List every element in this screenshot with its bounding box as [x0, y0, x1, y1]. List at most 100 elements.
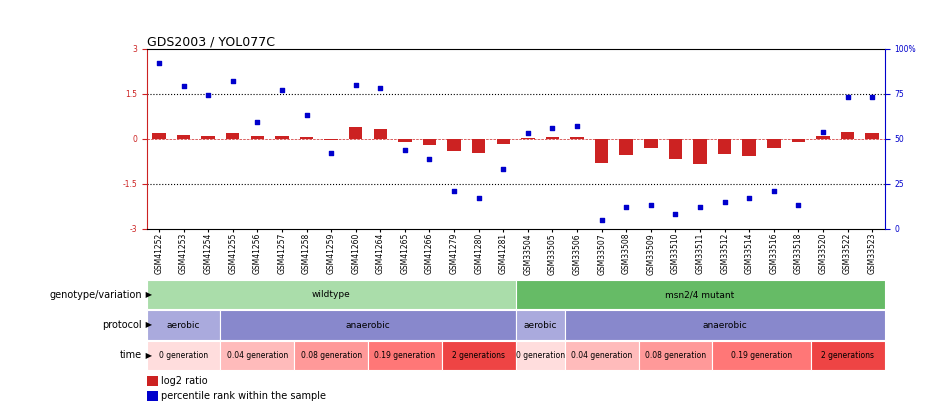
Text: 0.04 generation: 0.04 generation: [227, 351, 288, 360]
Point: [569, 123, 585, 129]
Point: [717, 198, 732, 205]
Bar: [521, 138, 534, 139]
Bar: [516, 310, 565, 339]
Bar: [816, 136, 830, 139]
Bar: [516, 280, 885, 309]
Point: [397, 146, 412, 153]
Point: [151, 60, 166, 66]
Text: anaerobic: anaerobic: [345, 320, 391, 330]
Point: [201, 92, 216, 99]
Bar: [595, 139, 608, 163]
Text: time: time: [120, 350, 142, 360]
Bar: [516, 341, 565, 370]
Point: [815, 128, 831, 135]
Bar: [669, 139, 682, 159]
Bar: [767, 139, 780, 148]
Point: [274, 87, 289, 93]
Text: ▶: ▶: [143, 320, 152, 330]
Bar: [300, 136, 313, 139]
Bar: [644, 139, 657, 148]
Text: log2 ratio: log2 ratio: [162, 376, 208, 386]
Point: [545, 125, 560, 131]
Bar: [220, 341, 294, 370]
Text: 0.04 generation: 0.04 generation: [571, 351, 632, 360]
Bar: [693, 139, 707, 164]
Point: [176, 83, 191, 90]
Bar: [349, 127, 362, 139]
Bar: [743, 139, 756, 156]
Text: protocol: protocol: [102, 320, 142, 330]
Point: [766, 188, 781, 194]
Bar: [147, 341, 220, 370]
Bar: [294, 341, 368, 370]
Point: [225, 78, 240, 84]
Point: [594, 217, 609, 223]
Text: 0.08 generation: 0.08 generation: [645, 351, 706, 360]
Text: aerobic: aerobic: [523, 320, 557, 330]
Text: msn2/4 mutant: msn2/4 mutant: [665, 290, 735, 299]
Point: [373, 85, 388, 92]
Point: [791, 202, 806, 209]
Bar: [546, 136, 559, 139]
Text: 2 generations: 2 generations: [452, 351, 505, 360]
Text: ▶: ▶: [143, 351, 152, 360]
Text: ▶: ▶: [143, 290, 152, 299]
Bar: [565, 341, 639, 370]
Bar: [147, 376, 158, 386]
Text: 0.19 generation: 0.19 generation: [375, 351, 435, 360]
Text: wildtype: wildtype: [312, 290, 350, 299]
Bar: [866, 133, 879, 139]
Bar: [147, 280, 516, 309]
Bar: [147, 310, 220, 339]
Bar: [792, 139, 805, 142]
Text: aerobic: aerobic: [166, 320, 201, 330]
Point: [496, 166, 511, 173]
Bar: [423, 139, 436, 145]
Point: [324, 150, 339, 156]
Bar: [712, 341, 811, 370]
Point: [619, 204, 634, 211]
Bar: [152, 133, 166, 139]
Point: [742, 195, 757, 201]
Point: [668, 211, 683, 217]
Point: [471, 195, 486, 201]
Point: [422, 155, 437, 162]
Point: [250, 119, 265, 126]
Text: 0.19 generation: 0.19 generation: [731, 351, 792, 360]
Point: [447, 188, 462, 194]
Bar: [220, 310, 516, 339]
Bar: [324, 139, 338, 140]
Bar: [201, 136, 215, 139]
Bar: [368, 341, 442, 370]
Bar: [447, 139, 461, 151]
Text: 2 generations: 2 generations: [821, 351, 874, 360]
Bar: [497, 139, 510, 143]
Bar: [374, 129, 387, 139]
Point: [348, 81, 363, 88]
Text: anaerobic: anaerobic: [702, 320, 747, 330]
Bar: [398, 139, 412, 142]
Bar: [472, 139, 485, 153]
Point: [299, 112, 314, 119]
Bar: [639, 341, 712, 370]
Point: [520, 130, 535, 136]
Text: GDS2003 / YOL077C: GDS2003 / YOL077C: [147, 36, 274, 49]
Text: genotype/variation: genotype/variation: [49, 290, 142, 300]
Bar: [147, 391, 158, 401]
Text: 0.08 generation: 0.08 generation: [301, 351, 361, 360]
Point: [865, 94, 880, 100]
Bar: [620, 139, 633, 155]
Bar: [226, 133, 239, 139]
Bar: [718, 139, 731, 154]
Point: [840, 94, 855, 100]
Bar: [442, 341, 516, 370]
Point: [692, 204, 708, 211]
Bar: [565, 310, 885, 339]
Bar: [811, 341, 885, 370]
Point: [643, 202, 658, 209]
Bar: [251, 136, 264, 139]
Bar: [841, 132, 854, 139]
Bar: [177, 134, 190, 139]
Text: percentile rank within the sample: percentile rank within the sample: [162, 391, 326, 401]
Bar: [275, 136, 289, 139]
